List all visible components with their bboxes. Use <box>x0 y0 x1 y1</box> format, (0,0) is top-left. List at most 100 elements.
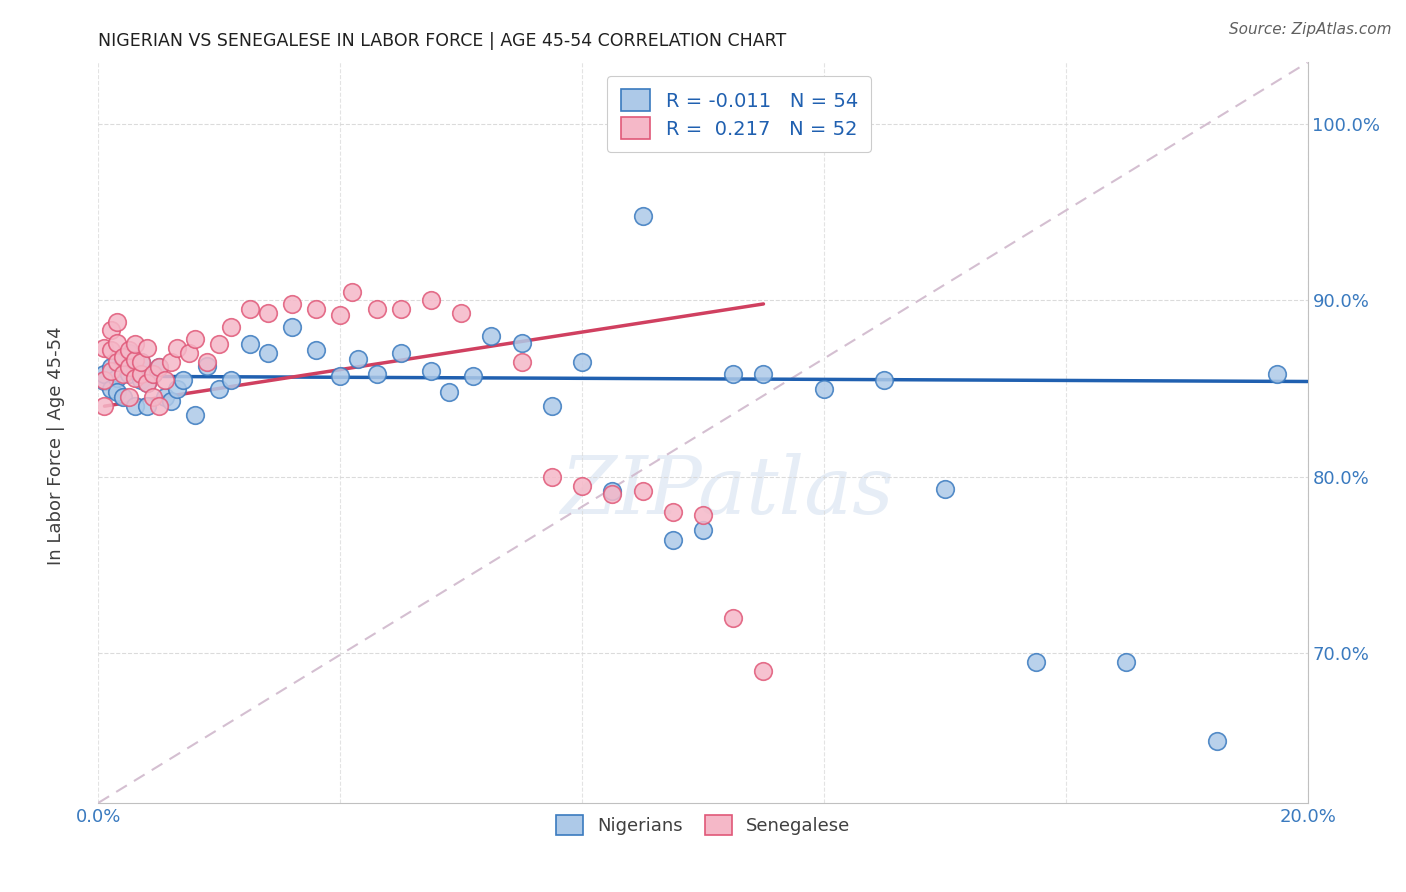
Point <box>160 393 183 408</box>
Point <box>111 390 134 404</box>
Point <box>256 346 278 360</box>
Point <box>105 314 128 328</box>
Point <box>1115 655 1137 669</box>
Legend: Nigerians, Senegalese: Nigerians, Senegalese <box>546 804 860 846</box>
Point <box>510 355 533 369</box>
Text: In Labor Force | Age 45-54: In Labor Force | Age 45-54 <box>48 326 65 566</box>
Point <box>813 382 835 396</box>
Point <box>692 523 714 537</box>
Point <box>540 469 562 483</box>
Point <box>481 328 503 343</box>
Point <box>420 293 443 308</box>
Point <box>752 664 775 678</box>
Point <box>135 399 157 413</box>
Point <box>1267 368 1289 382</box>
Point <box>631 483 654 498</box>
Point <box>124 353 146 368</box>
Point <box>111 368 134 382</box>
Point <box>305 302 328 317</box>
Point <box>118 346 141 360</box>
Point <box>105 335 128 350</box>
Point <box>195 355 218 369</box>
Point <box>342 285 364 299</box>
Point <box>93 341 115 355</box>
Point <box>124 337 146 351</box>
Point <box>239 337 262 351</box>
Point <box>166 341 188 355</box>
Point <box>540 399 562 413</box>
Point <box>118 360 141 375</box>
Point <box>329 308 352 322</box>
Point <box>239 302 262 317</box>
Point <box>208 382 231 396</box>
Point <box>129 368 152 382</box>
Point <box>105 385 128 400</box>
Point <box>160 355 183 369</box>
Point <box>692 508 714 523</box>
Point <box>463 369 485 384</box>
Point <box>437 385 460 400</box>
Point <box>631 209 654 223</box>
Point <box>129 355 152 369</box>
Text: NIGERIAN VS SENEGALESE IN LABOR FORCE | AGE 45-54 CORRELATION CHART: NIGERIAN VS SENEGALESE IN LABOR FORCE | … <box>98 32 787 50</box>
Point <box>256 306 278 320</box>
Point <box>450 306 472 320</box>
Point <box>142 368 165 382</box>
Point <box>281 297 304 311</box>
Point <box>221 319 243 334</box>
Point <box>111 355 134 369</box>
Point <box>100 360 122 375</box>
Text: ZIPatlas: ZIPatlas <box>561 453 894 531</box>
Point <box>873 373 896 387</box>
Point <box>148 399 170 413</box>
Point <box>93 368 115 382</box>
Point <box>142 368 165 382</box>
Point <box>305 343 328 357</box>
Point <box>129 355 152 369</box>
Point <box>389 302 412 317</box>
Point <box>100 382 122 396</box>
Point <box>93 375 115 389</box>
Point <box>118 343 141 357</box>
Point <box>221 373 243 387</box>
Point <box>124 364 146 378</box>
Point <box>184 408 207 422</box>
Point <box>135 376 157 391</box>
Point <box>602 487 624 501</box>
Point <box>153 373 176 387</box>
Point <box>105 371 128 385</box>
Point <box>179 346 201 360</box>
Point <box>172 373 194 387</box>
Point <box>281 319 304 334</box>
Point <box>571 478 593 492</box>
Point <box>148 360 170 375</box>
Point <box>602 483 624 498</box>
Point <box>329 369 352 384</box>
Point <box>510 335 533 350</box>
Point <box>135 376 157 391</box>
Point <box>118 368 141 382</box>
Point <box>195 359 218 373</box>
Point <box>100 364 122 378</box>
Point <box>184 332 207 346</box>
Point <box>100 343 122 357</box>
Point <box>93 373 115 387</box>
Point <box>1024 655 1046 669</box>
Point <box>111 350 134 364</box>
Point <box>93 399 115 413</box>
Point <box>124 371 146 385</box>
Point <box>105 355 128 369</box>
Point <box>166 382 188 396</box>
Point <box>661 505 683 519</box>
Point <box>208 337 231 351</box>
Point <box>571 355 593 369</box>
Point <box>366 302 388 317</box>
Point <box>723 368 745 382</box>
Point <box>366 368 388 382</box>
Point <box>661 533 683 548</box>
Point <box>153 390 176 404</box>
Point <box>347 351 370 366</box>
Point <box>420 364 443 378</box>
Point <box>118 390 141 404</box>
Point <box>148 360 170 375</box>
